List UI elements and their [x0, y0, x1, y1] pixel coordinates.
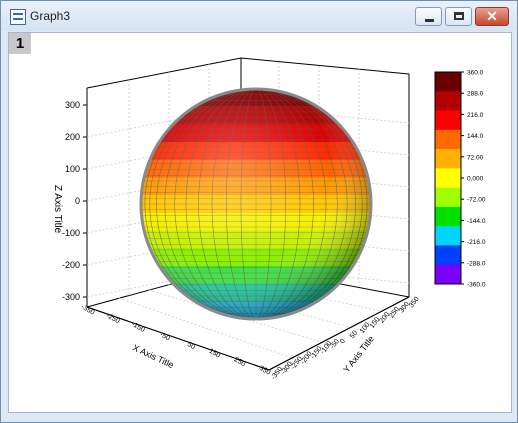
color-scale-swatch: [435, 168, 461, 189]
sphere-outline: [139, 87, 373, 321]
x-tick-label: 250: [233, 356, 247, 368]
y-tick-label: 350: [408, 296, 421, 310]
color-scale-swatch: [435, 264, 461, 285]
color-scale-swatch: [435, 226, 461, 246]
color-scale[interactable]: 360.0 288.0 216.0 144.0 72.00 0.000 -72.00 -144…: [434, 70, 486, 289]
color-scale-swatch: [435, 149, 461, 169]
maximize-button[interactable]: [445, 7, 472, 26]
window-title: Graph3: [30, 9, 71, 23]
color-scale-label: -144.0: [467, 218, 486, 225]
x-tick-label: 50: [186, 341, 196, 351]
z-tick-label: 100: [65, 164, 80, 174]
color-scale-label: 360.0: [467, 70, 484, 77]
z-tick-label: 0: [75, 196, 80, 206]
x-tick-label: -150: [130, 321, 146, 334]
x-tick-label: -250: [105, 312, 121, 325]
color-scale-label: 0.000: [467, 176, 484, 183]
color-scale-label: 216.0: [467, 112, 484, 119]
x-tick-label: 150: [208, 348, 222, 360]
plot-3d[interactable]: Z Axis Title X Axis Title Y Axis Title 3…: [9, 33, 511, 412]
x-axis-title[interactable]: X Axis Title: [131, 342, 175, 370]
y-tick-label: 0: [339, 338, 347, 345]
color-scale-label: 288.0: [467, 91, 484, 98]
z-tick-label: 200: [65, 132, 80, 142]
z-tick-label: -100: [62, 228, 80, 238]
close-icon: ✕: [486, 8, 498, 24]
z-tick-label: 300: [65, 100, 80, 110]
title-bar[interactable]: Graph3 ✕: [1, 1, 517, 31]
color-scale-label: 72.00: [467, 154, 484, 161]
color-scale-swatch: [435, 91, 461, 112]
z-tick-label: -300: [62, 292, 80, 302]
y-tick-label: -50: [329, 338, 341, 350]
axis-frame-front: [86, 296, 410, 371]
color-scale-swatch: [435, 110, 461, 131]
minimize-icon: [425, 19, 434, 22]
y-axis-title[interactable]: Y Axis Title: [341, 334, 376, 375]
z-tick-label: -200: [62, 260, 80, 270]
z-axis-title[interactable]: Z Axis Title: [52, 185, 63, 234]
color-scale-swatch: [435, 72, 461, 92]
x-tick-label: -50: [159, 331, 171, 342]
color-scale-label: -360.0: [467, 282, 486, 289]
color-scale-label: -72.00: [467, 197, 486, 204]
color-scale-swatch: [435, 187, 461, 208]
maximize-icon: [454, 12, 464, 20]
x-tick-label: 350: [258, 365, 272, 377]
layer-tab[interactable]: 1: [9, 33, 31, 54]
y-tick-label: 50: [349, 330, 359, 341]
graph-page[interactable]: 1: [8, 32, 512, 413]
color-scale-swatch: [435, 206, 461, 227]
sphere-shading: [141, 89, 371, 319]
color-scale-label: -216.0: [467, 239, 486, 246]
z-tick-labels: 300 200 100 0 -100 -200 -300: [62, 100, 87, 302]
graph-window-icon[interactable]: [10, 9, 26, 25]
color-scale-label: -288.0: [467, 260, 486, 267]
minimize-button[interactable]: [415, 7, 442, 26]
close-button[interactable]: ✕: [475, 7, 509, 26]
color-scale-label: 144.0: [467, 133, 484, 140]
color-scale-swatch: [435, 245, 461, 266]
color-scale-swatch: [435, 129, 461, 150]
